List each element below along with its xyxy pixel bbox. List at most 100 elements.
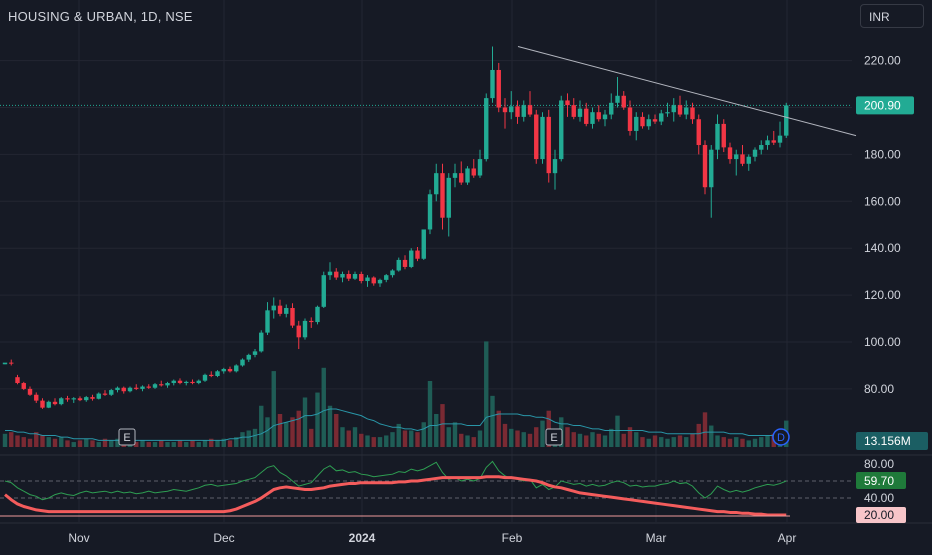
candle-body	[302, 320, 308, 338]
candle-body	[327, 271, 333, 276]
candle-body	[227, 368, 233, 372]
candle-body	[321, 275, 326, 307]
time-tick-label: Apr	[778, 531, 797, 545]
volume-bar	[502, 423, 508, 447]
volume-bar	[434, 414, 439, 447]
candle-body	[240, 359, 245, 366]
volume-bar	[15, 435, 20, 447]
volume-bar	[584, 435, 589, 447]
volume-bar	[509, 428, 514, 447]
candle-body	[577, 108, 583, 117]
rsi-tick-label: 40.00	[864, 491, 894, 505]
candle-body	[234, 365, 239, 372]
volume-bar	[109, 440, 114, 447]
volume-bar	[277, 414, 283, 447]
volume-bar	[471, 437, 476, 447]
candle-body	[309, 320, 314, 323]
volume-bar	[427, 381, 433, 447]
candle-body	[371, 277, 376, 284]
volume-bar	[146, 442, 151, 447]
candle-body	[196, 380, 201, 384]
volume-bar	[271, 371, 276, 447]
volume-bar	[21, 437, 26, 447]
candle-body	[209, 374, 214, 377]
volume-bar	[615, 415, 620, 447]
volume-bar	[740, 438, 745, 447]
currency-button[interactable]: INR	[860, 4, 924, 28]
volume-bar	[390, 432, 395, 447]
volume-bar	[246, 430, 251, 447]
candle-body	[146, 386, 151, 388]
candle-body	[465, 168, 470, 183]
candle-body	[46, 401, 51, 408]
volume-bar	[577, 433, 583, 447]
candle-body	[409, 250, 414, 267]
volume-bar	[371, 437, 376, 447]
candle-body	[459, 173, 464, 183]
volume-bar	[490, 395, 495, 447]
volume-bar	[296, 410, 301, 447]
volume-bar	[115, 438, 120, 447]
volume-bar	[702, 412, 708, 447]
volume-bar	[34, 432, 39, 447]
volume-bar	[602, 435, 608, 447]
price-tick-label: 220.00	[864, 54, 901, 68]
candle-body	[571, 105, 576, 117]
candle-body	[752, 149, 758, 157]
volume-bar	[340, 427, 345, 447]
volume-bar	[765, 435, 770, 447]
volume-bar	[184, 442, 189, 447]
candle-body	[671, 105, 676, 113]
rsi-lower-badge	[856, 507, 906, 523]
candle-body	[677, 105, 683, 115]
candle-body	[784, 105, 789, 136]
volume-bar	[359, 433, 364, 447]
candle-body	[340, 273, 345, 278]
volume-bar	[721, 437, 726, 447]
volume-bar	[402, 430, 408, 447]
price-tick-label: 160.00	[864, 194, 901, 208]
candle-body	[602, 114, 608, 120]
candle-body	[346, 273, 351, 279]
volume-badge	[856, 432, 928, 450]
candle-body	[165, 383, 170, 386]
candle-body	[421, 229, 426, 259]
volume-bar	[215, 440, 220, 447]
price-tick-label: 100.00	[864, 335, 901, 349]
candle-body	[152, 384, 158, 388]
candle-body	[221, 368, 226, 372]
candle-body	[252, 351, 258, 355]
price-tick-label: 120.00	[864, 288, 901, 302]
volume-bar	[52, 438, 58, 447]
volume-bar	[684, 437, 689, 447]
volume-bar	[690, 433, 695, 447]
candle-body	[134, 387, 139, 389]
volume-bar	[452, 422, 458, 447]
volume-bar	[715, 435, 720, 447]
volume-bar	[46, 437, 51, 447]
candle-body	[709, 149, 714, 188]
volume-bar	[734, 437, 739, 447]
candle-body	[21, 383, 26, 389]
volume-bar	[609, 428, 614, 447]
candle-body	[540, 116, 545, 160]
candle-body	[384, 275, 389, 280]
candle-body	[84, 397, 89, 401]
volume-bar	[646, 438, 651, 447]
candle-body	[71, 398, 76, 400]
volume-bar	[209, 438, 214, 447]
volume-bar	[640, 437, 645, 447]
earnings-marker-label: E	[123, 432, 130, 444]
volume-bar	[152, 442, 158, 447]
rsi-line	[4, 460, 787, 501]
time-tick-label: 2024	[349, 531, 376, 545]
candle-body	[396, 259, 401, 271]
volume-bar	[652, 435, 658, 447]
candle-body	[652, 119, 658, 122]
volume-bar	[334, 414, 339, 447]
last-price-badge	[856, 96, 914, 115]
candle-body	[496, 69, 501, 108]
candle-body	[596, 112, 601, 120]
